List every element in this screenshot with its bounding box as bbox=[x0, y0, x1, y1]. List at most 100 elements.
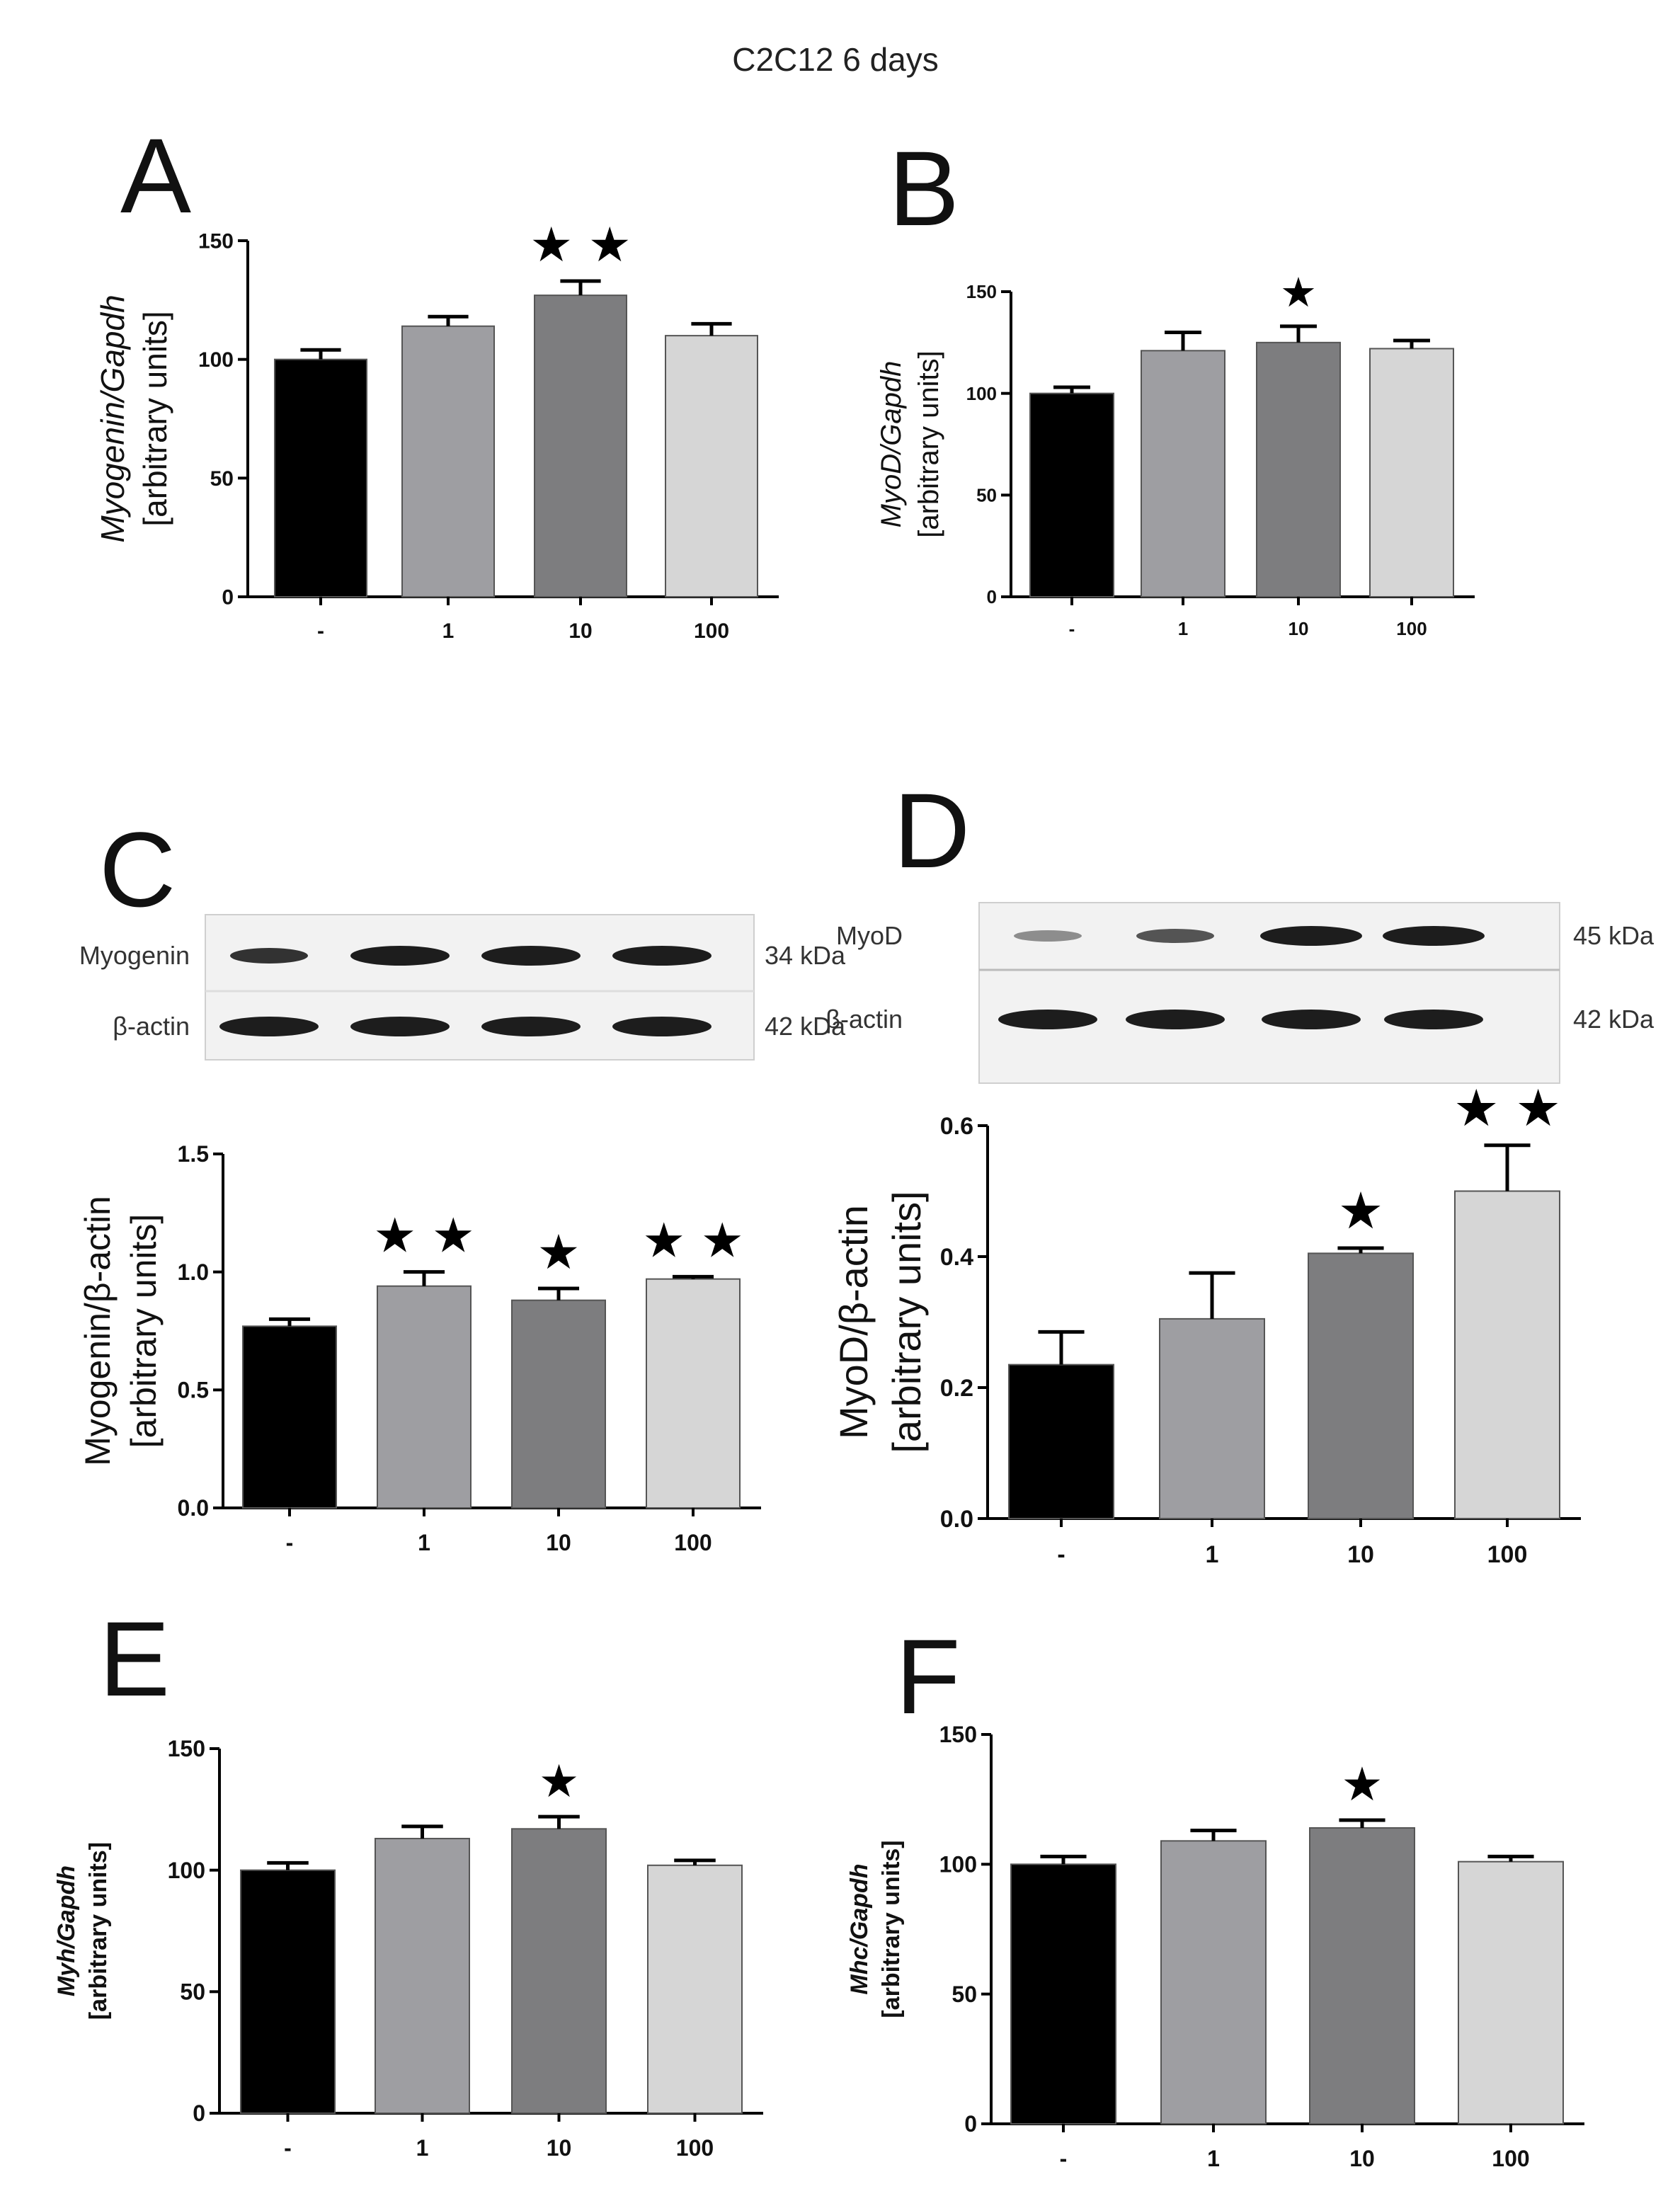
y-tick-label: 0 bbox=[222, 586, 234, 610]
significance-star: ★ bbox=[1341, 1757, 1383, 1812]
bar bbox=[375, 1838, 470, 2115]
bar bbox=[377, 1285, 472, 1509]
blot-protein-label: MyoD bbox=[836, 921, 903, 950]
y-tick-label: 50 bbox=[976, 484, 997, 505]
y-tick-label: 100 bbox=[966, 383, 997, 404]
bar bbox=[511, 1828, 607, 2115]
y-axis-label: Mhc/Gapdh bbox=[846, 1863, 873, 1994]
bar bbox=[401, 325, 495, 598]
significance-star: ★ bbox=[1338, 1181, 1384, 1240]
blot-protein-label: β-actin bbox=[825, 1005, 903, 1034]
bar bbox=[1141, 350, 1225, 598]
x-tick-label: 1 bbox=[418, 1530, 430, 1555]
significance-star: ★ ★ bbox=[373, 1208, 475, 1264]
bar bbox=[1308, 1252, 1414, 1519]
x-tick-label: 10 bbox=[547, 2135, 572, 2161]
y-tick-label: 0.5 bbox=[178, 1378, 209, 1403]
y-tick-label: 150 bbox=[966, 281, 997, 302]
western-blot: MyoD 45 kDa β-actin 42 kDa bbox=[825, 902, 1655, 1084]
y-axis-units-label: [arbitrary units] bbox=[137, 311, 173, 526]
panel-letter: D bbox=[893, 771, 970, 890]
significance-star: ★ bbox=[1280, 268, 1317, 316]
panel-letter: B bbox=[888, 129, 959, 248]
blot-band bbox=[1383, 926, 1485, 946]
bar bbox=[1454, 1190, 1560, 1519]
bar bbox=[1160, 1840, 1267, 2125]
y-axis-units-label: [arbitrary units] bbox=[884, 1191, 929, 1453]
bar bbox=[647, 1864, 743, 2115]
x-tick-label: 100 bbox=[1492, 2146, 1529, 2171]
bar bbox=[242, 1325, 337, 1509]
x-tick-label: 1 bbox=[416, 2135, 429, 2161]
y-tick-label: 100 bbox=[939, 1852, 977, 1877]
blot-protein-label: β-actin bbox=[113, 1012, 190, 1041]
x-tick-label: 10 bbox=[568, 619, 592, 643]
x-tick-label: 100 bbox=[1487, 1541, 1528, 1568]
panel-f: F 0 50 100 150 - 1 10 ★ 100 Mhc/Gapdh [arbitrary un… bbox=[846, 1617, 1584, 2171]
blot-kda-label: 34 kDa bbox=[765, 941, 846, 970]
y-tick-label: 0.0 bbox=[178, 1495, 209, 1521]
x-tick-label: 10 bbox=[1347, 1541, 1374, 1568]
y-tick-label: 0.0 bbox=[940, 1506, 973, 1533]
bar bbox=[1010, 1863, 1116, 2125]
x-tick-label: - bbox=[286, 1530, 294, 1555]
x-tick-label: 1 bbox=[442, 619, 455, 643]
blot-band bbox=[350, 1017, 450, 1036]
bar bbox=[1458, 1860, 1564, 2125]
x-tick-label: 1 bbox=[1207, 2146, 1220, 2171]
y-tick-label: 100 bbox=[198, 348, 234, 372]
y-axis-label: Myogenin/Gapdh bbox=[94, 295, 131, 542]
y-tick-label: 1.0 bbox=[178, 1259, 209, 1285]
significance-star: ★ ★ bbox=[1453, 1078, 1561, 1138]
panel-c: C 0.0 0.5 1.0 1.5 - 1 ★ ★ 10 ★ 100 ★ ★ Myogenin/β-ac… bbox=[78, 810, 846, 1555]
x-tick-label: 10 bbox=[1349, 2146, 1375, 2171]
y-axis-label: MyoD/Gapdh bbox=[876, 361, 907, 528]
panel-letter: A bbox=[120, 116, 191, 235]
blot-kda-label: 42 kDa bbox=[765, 1012, 846, 1041]
blot-band bbox=[1014, 930, 1082, 942]
bar bbox=[1309, 1827, 1415, 2125]
x-tick-label: 100 bbox=[694, 619, 729, 643]
x-tick-label: - bbox=[284, 2135, 292, 2161]
panel-e: E 0 50 100 150 - 1 10 ★ 100 Myh/Gapdh [arbitrary un… bbox=[53, 1599, 763, 2161]
bar bbox=[274, 358, 367, 598]
y-tick-label: 0 bbox=[987, 586, 997, 607]
blot-membrane bbox=[205, 914, 755, 1061]
x-tick-label: - bbox=[1057, 1541, 1065, 1568]
significance-star: ★ ★ bbox=[530, 217, 632, 273]
blot-band bbox=[219, 1017, 319, 1036]
y-tick-label: 0 bbox=[964, 2111, 977, 2137]
bar bbox=[1008, 1364, 1114, 1519]
y-tick-label: 150 bbox=[168, 1736, 205, 1761]
x-tick-label: - bbox=[317, 619, 324, 643]
x-tick-label: - bbox=[1060, 2146, 1068, 2171]
y-tick-label: 50 bbox=[952, 1982, 977, 2007]
bar bbox=[240, 1869, 336, 2115]
y-axis-label: Myogenin/β-actin bbox=[78, 1196, 118, 1466]
bar bbox=[646, 1278, 741, 1509]
significance-star: ★ bbox=[539, 1756, 579, 1808]
blot-kda-label: 42 kDa bbox=[1573, 1005, 1655, 1034]
y-tick-label: 0 bbox=[193, 2100, 205, 2126]
western-blot: Myogenin 34 kDa β-actin 42 kDa bbox=[79, 914, 846, 1061]
blot-protein-label: Myogenin bbox=[79, 941, 190, 970]
bar bbox=[1256, 341, 1341, 598]
blot-band bbox=[1384, 1010, 1483, 1029]
panel-letter: C bbox=[99, 810, 176, 929]
blot-band bbox=[481, 946, 581, 966]
blot-band bbox=[481, 1017, 581, 1036]
blot-band bbox=[612, 1017, 712, 1036]
x-tick-label: 10 bbox=[546, 1530, 571, 1555]
blot-band bbox=[1136, 929, 1214, 943]
y-axis-label: MyoD/β-actin bbox=[831, 1205, 876, 1439]
panel-letter: E bbox=[99, 1599, 170, 1718]
y-axis-label: Myh/Gapdh bbox=[53, 1865, 80, 1996]
bar bbox=[1159, 1317, 1265, 1519]
y-tick-label: 0.2 bbox=[940, 1375, 973, 1402]
x-tick-label: 1 bbox=[1178, 618, 1188, 639]
x-tick-label: 10 bbox=[1288, 618, 1309, 639]
y-tick-label: 50 bbox=[210, 467, 234, 491]
x-tick-label: 100 bbox=[676, 2135, 714, 2161]
blot-kda-label: 45 kDa bbox=[1573, 921, 1655, 950]
panel-b: B 0 50 100 150 - 1 10 ★ 100 MyoD/Gapdh [arbitrary u… bbox=[876, 129, 1475, 639]
